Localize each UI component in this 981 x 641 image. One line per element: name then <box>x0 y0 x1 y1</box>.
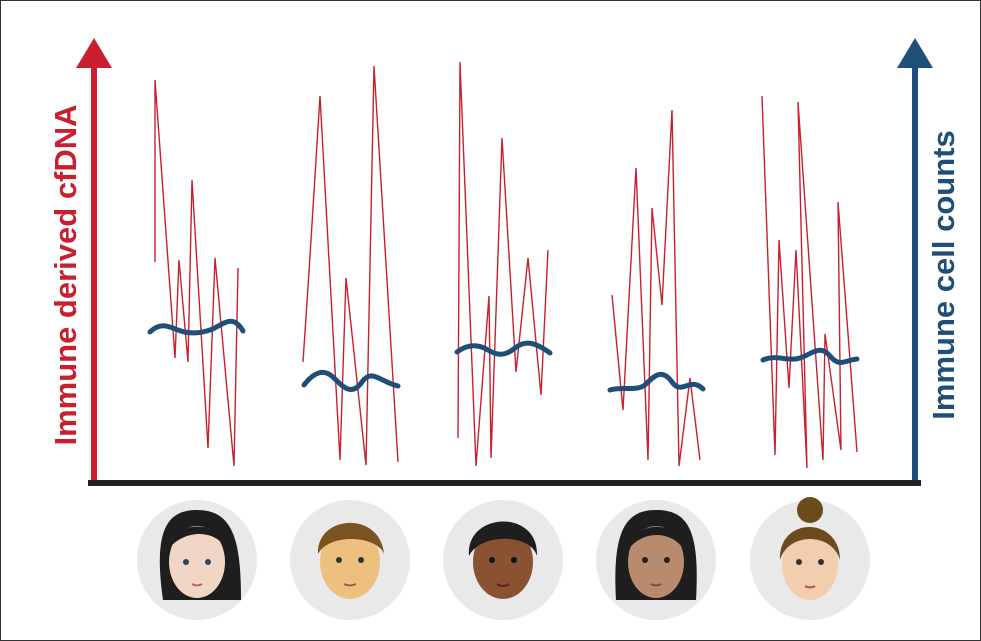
left-axis-label: Immune derived cfDNA <box>48 104 83 445</box>
face <box>137 500 257 620</box>
diagram: Immune derived cfDNA Immune cell counts <box>0 0 981 641</box>
right-axis-label: Immune cell counts <box>926 130 961 419</box>
face <box>443 500 563 620</box>
face <box>596 500 716 620</box>
face <box>290 500 410 620</box>
